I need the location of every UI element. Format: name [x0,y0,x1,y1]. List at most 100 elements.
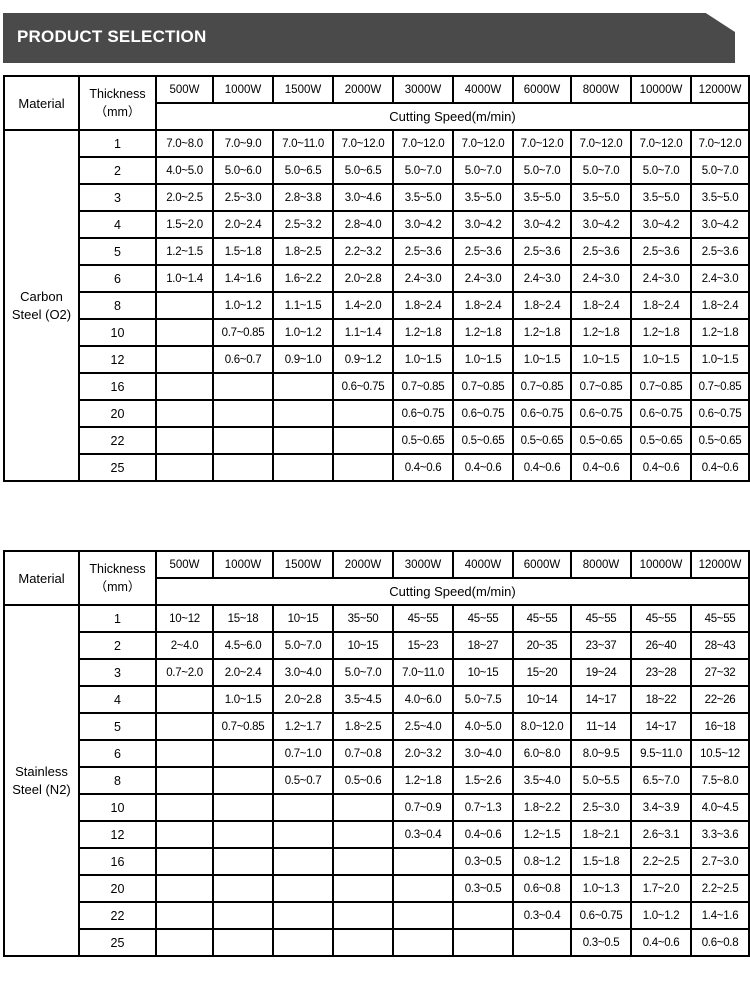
table-row: 6 0.7~1.0 0.7~0.8 2.0~3.2 3.0~4.0 6.0~8.0 8.0~… [4,739,750,768]
speed-cell: 0.4~0.6 [452,453,514,482]
thickness-cell: 16 [78,847,157,876]
speed-cell [392,847,454,876]
speed-cell [332,874,394,903]
thickness-cell: 2 [78,631,157,660]
speed-cell: 2~4.0 [155,631,214,660]
speed-cell: 7.0~12.0 [570,129,632,158]
speed-cell: 2.0~2.8 [272,685,334,714]
speed-cell: 2.4~3.0 [392,264,454,293]
speed-cell: 0.3~0.5 [452,847,514,876]
power-header: 10000W [630,550,692,579]
speed-cell: 1.8~2.4 [630,291,692,320]
speed-cell: 10.5~12 [690,739,750,768]
speed-cell: 2.5~3.6 [392,237,454,266]
speed-cell [155,928,214,957]
thickness-cell: 22 [78,426,157,455]
speed-cell: 4.5~6.0 [212,631,274,660]
thickness-cell: 3 [78,183,157,212]
thickness-unit: （mm） [94,579,141,594]
speed-cell: 3.3~3.6 [690,820,750,849]
speed-cell: 0.6~0.8 [690,928,750,957]
speed-cell: 1.1~1.4 [332,318,394,347]
speed-cell: 3.5~5.0 [452,183,514,212]
speed-cell [212,399,274,428]
speed-cell: 45~55 [452,604,514,633]
speed-cell: 0.6~0.8 [512,874,572,903]
speed-cell: 3.0~4.2 [630,210,692,239]
speed-cell: 1.0~1.5 [452,345,514,374]
speed-cell: 2.2~3.2 [332,237,394,266]
table-row: 8 1.0~1.2 1.1~1.5 1.4~2.0 1.8~2.4 1.8~2.4 1.8~… [4,291,750,320]
power-header: 1000W [212,75,274,104]
speed-cell: 1.0~1.5 [630,345,692,374]
speed-cell: 0.9~1.0 [272,345,334,374]
speed-cell: 0.5~0.7 [272,766,334,795]
speed-cell: 5.0~7.0 [512,156,572,185]
speed-cell: 2.8~3.8 [272,183,334,212]
thickness-cell: 4 [78,210,157,239]
thickness-cell: 4 [78,685,157,714]
table-row: 8 0.5~0.7 0.5~0.6 1.2~1.8 1.5~2.6 3.5~4.0 5.0~… [4,766,750,795]
speed-cell: 15~18 [212,604,274,633]
table-row: 25 0.4~0.6 0.4~0.6 0.4~0.6 0.4~0.6 0.4~0.6 0.4… [4,453,750,482]
speed-cell: 14~17 [570,685,632,714]
thickness-cell: 1 [78,129,157,158]
speed-cell: 5.0~7.0 [630,156,692,185]
speed-cell: 2.5~3.0 [570,793,632,822]
table-row: 12 0.6~0.7 0.9~1.0 0.9~1.2 1.0~1.5 1.0~1.5 1.0… [4,345,750,374]
speed-cell: 1.2~1.8 [392,318,454,347]
speed-cell: 2.5~3.6 [690,237,750,266]
speed-cell: 0.4~0.6 [690,453,750,482]
speed-cell: 1.7~2.0 [630,874,692,903]
speed-cell [155,426,214,455]
speed-cell: 1.5~2.0 [155,210,214,239]
speed-cell: 7.0~11.0 [272,129,334,158]
speed-cell: 2.5~3.0 [212,183,274,212]
speed-cell: 15~23 [392,631,454,660]
speed-cell [155,874,214,903]
speed-cell [155,685,214,714]
speed-cell: 23~37 [570,631,632,660]
speed-cell: 2.4~3.0 [630,264,692,293]
speed-cell: 0.6~0.75 [392,399,454,428]
table-row: 6 1.0~1.4 1.4~1.6 1.6~2.2 2.0~2.8 2.4~3.0 2.4~… [4,264,750,293]
thickness-cell: 8 [78,766,157,795]
speed-cell: 16~18 [690,712,750,741]
speed-cell: 0.6~0.75 [690,399,750,428]
table-row: 12 0.3~0.4 0.4~0.6 1.2~1.5 1.8~2.1 2.6~3.1 3.3… [4,820,750,849]
speed-cell: 7.0~12.0 [690,129,750,158]
speed-cell: 1.6~2.2 [272,264,334,293]
cutting-speed-header: Cutting Speed(m/min) [155,577,750,606]
speed-cell: 1.0~1.5 [512,345,572,374]
thickness-unit: （mm） [94,104,141,119]
speed-cell: 27~32 [690,658,750,687]
header-row-powers: Material Thickness （mm） 500W 1000W 1500W 2000W… [3,75,750,131]
speed-cell: 1.0~1.3 [570,874,632,903]
speed-cell: 10~15 [272,604,334,633]
speed-cell: 26~40 [630,631,692,660]
speed-cell: 1.0~1.2 [272,318,334,347]
speed-cell: 0.6~0.75 [570,399,632,428]
table-row: 5 0.7~0.85 1.2~1.7 1.8~2.5 2.5~4.0 4.0~5.0 8.0… [4,712,750,741]
header-row-powers: Material Thickness （mm） 500W 1000W 1500W 2000W… [3,550,750,606]
speed-cell: 8.0~9.5 [570,739,632,768]
speed-cell [155,739,214,768]
speed-cell: 1.0~1.2 [212,291,274,320]
table-row: Carbon Steel (O2) 1 7.0~8.0 7.0~9.0 7.0~11.0… [3,129,750,482]
speed-cell: 2.4~3.0 [690,264,750,293]
speed-cell: 4.0~4.5 [690,793,750,822]
speed-cell: 1.4~1.6 [690,901,750,930]
speed-cell [392,928,454,957]
speed-cell: 45~55 [570,604,632,633]
power-header: 2000W [332,75,394,104]
table-row: 20 0.3~0.5 0.6~0.8 1.0~1.3 1.7~2.0 2.2~2.5 [4,874,750,903]
speed-cell: 1.5~2.6 [452,766,514,795]
table-row: 3 0.7~2.0 2.0~2.4 3.0~4.0 5.0~7.0 7.0~11.0 10~… [4,658,750,687]
speed-cell [272,847,334,876]
table-row: 16 0.6~0.75 0.7~0.85 0.7~0.85 0.7~0.85 0.7~0.… [4,372,750,401]
speed-cell: 3.4~3.9 [630,793,692,822]
speed-cell: 5.0~6.5 [272,156,334,185]
speed-cell [212,426,274,455]
power-header: 10000W [630,75,692,104]
carbon-steel-table: Material Thickness （mm） 500W 1000W 1500W 2000W… [3,75,750,482]
